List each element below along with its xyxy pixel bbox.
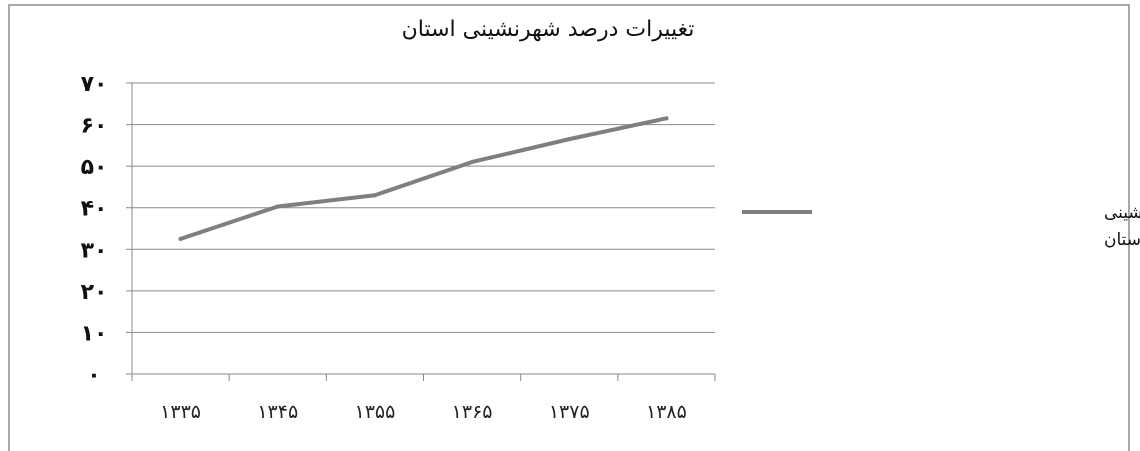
data-point: [470, 159, 475, 164]
y-tick-label: ۵۰: [81, 155, 108, 180]
data-point: [372, 193, 377, 198]
series-lines: [178, 116, 669, 241]
y-tick-label: ۱۰: [81, 321, 108, 346]
y-tick-label: ۷۰: [81, 72, 108, 97]
chart-border: [8, 4, 1130, 451]
y-tick-label: ۴۰: [81, 197, 108, 222]
data-point: [178, 236, 183, 241]
x-tick-label: ۱۳۷۵: [549, 401, 590, 423]
y-tick-label: ۳۰: [81, 238, 108, 263]
legend-label-line-2: استان: [1104, 230, 1140, 250]
chart-title: تغییرات درصد شهرنشینی استان: [402, 17, 695, 42]
x-tick-label: ۱۳۴۵: [257, 401, 298, 423]
x-tick-label: ۱۳۵۵: [355, 401, 396, 423]
y-axis: ۰ ۱۰ ۲۰ ۳۰ ۴۰ ۵۰ ۶۰ ۷۰: [81, 72, 133, 388]
data-point: [567, 137, 572, 142]
gridlines: [132, 82, 715, 333]
data-point: [664, 116, 669, 121]
y-tick-label: ۶۰: [81, 114, 108, 139]
y-tick-label: ۰: [87, 363, 100, 388]
legend: تغییرات درصد شهرنشینی استان: [742, 203, 1140, 250]
x-tick-label: ۱۳۸۵: [646, 401, 687, 423]
x-axis: ۱۳۳۵ ۱۳۴۵ ۱۳۵۵ ۱۳۶۵ ۱۳۷۵ ۱۳۸۵: [131, 373, 716, 423]
y-tick-label: ۲۰: [81, 280, 108, 305]
data-point: [275, 204, 280, 209]
legend-label-line-1: تغییرات درصد شهرنشینی: [1104, 203, 1140, 223]
x-tick-label: ۱۳۶۵: [452, 401, 493, 423]
series-line: [178, 116, 669, 241]
x-tick-label: ۱۳۳۵: [160, 401, 201, 423]
